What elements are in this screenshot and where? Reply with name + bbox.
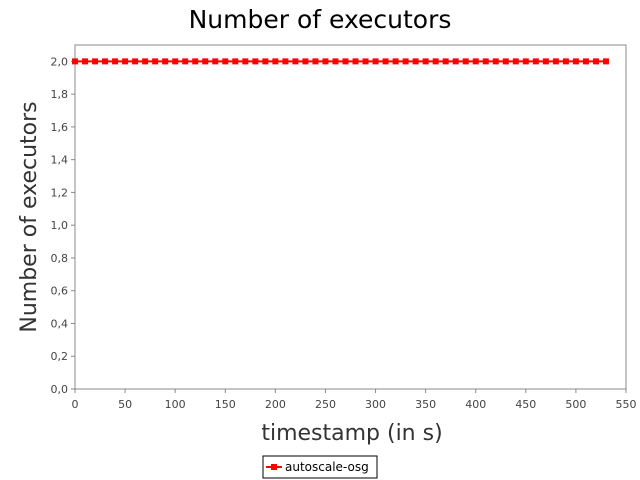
data-point (112, 58, 119, 65)
data-point (102, 58, 109, 65)
data-point (132, 58, 139, 65)
data-point (262, 58, 269, 65)
plot-area (74, 44, 627, 390)
x-tick-label: 100 (165, 398, 186, 411)
data-point (242, 58, 249, 65)
data-point (412, 58, 419, 65)
data-point (602, 58, 609, 65)
data-point (512, 58, 519, 65)
legend-marker-autoscale-osg (271, 464, 277, 470)
x-tick-label: 400 (465, 398, 486, 411)
x-axis-title: timestamp (in s) (261, 421, 442, 446)
legend-box (262, 455, 378, 479)
data-point (272, 58, 279, 65)
x-tick-label: 150 (215, 398, 236, 411)
data-point (352, 58, 359, 65)
y-tick-label: 1,8 (51, 88, 69, 101)
data-point (82, 58, 89, 65)
x-tick-label: 250 (315, 398, 336, 411)
data-point (302, 58, 309, 65)
data-point (362, 58, 369, 65)
data-point (392, 58, 399, 65)
x-tick-label: 350 (415, 398, 436, 411)
data-point (372, 58, 379, 65)
data-point (552, 58, 559, 65)
data-point (532, 58, 539, 65)
data-point (152, 58, 159, 65)
data-point (492, 58, 499, 65)
x-tick-label: 550 (616, 398, 637, 411)
data-point (192, 58, 199, 65)
data-point (572, 58, 579, 65)
data-point (522, 58, 529, 65)
x-axis: 0 50 100 150 200 250 300 350 400 450 500 550 (72, 389, 637, 411)
data-point (162, 58, 169, 65)
data-point (232, 58, 239, 65)
legend: autoscale-osg (262, 455, 378, 479)
data-point (282, 58, 289, 65)
data-point (292, 58, 299, 65)
data-point (562, 58, 569, 65)
y-tick-label: 0,4 (51, 317, 69, 330)
series-layer (72, 58, 609, 65)
data-point (202, 58, 209, 65)
data-point (212, 58, 219, 65)
y-axis-title: Number of executors (17, 101, 42, 332)
y-tick-label: 1,0 (51, 219, 69, 232)
y-tick-label: 1,4 (51, 154, 69, 167)
data-point (92, 58, 99, 65)
x-tick-label: 0 (72, 398, 79, 411)
legend-label-autoscale-osg: autoscale-osg (285, 460, 369, 474)
data-point (452, 58, 459, 65)
data-point (422, 58, 429, 65)
data-point (182, 58, 189, 65)
y-tick-label: 0,2 (51, 350, 69, 363)
data-point (472, 58, 479, 65)
x-tick-label: 300 (365, 398, 386, 411)
data-point (222, 58, 229, 65)
data-point (312, 58, 319, 65)
data-point (542, 58, 549, 65)
data-point (582, 58, 589, 65)
data-point (432, 58, 439, 65)
data-point (142, 58, 149, 65)
y-axis: 0,0 0,2 0,4 0,6 0,8 1,0 1,2 1,4 1,6 1,8 2,0 (51, 55, 75, 396)
chart-title: Number of executors (189, 5, 452, 34)
y-tick-label: 1,2 (51, 186, 69, 199)
data-point (172, 58, 179, 65)
data-point (72, 58, 78, 65)
x-tick-label: 200 (265, 398, 286, 411)
data-point (462, 58, 469, 65)
data-point (322, 58, 329, 65)
data-point (442, 58, 449, 65)
y-tick-label: 0,0 (51, 383, 69, 396)
data-point (252, 58, 259, 65)
x-tick-label: 500 (565, 398, 586, 411)
data-point (332, 58, 339, 65)
x-tick-label: 450 (515, 398, 536, 411)
data-point (592, 58, 599, 65)
x-tick-label: 50 (118, 398, 132, 411)
y-tick-label: 2,0 (51, 55, 69, 68)
y-tick-label: 1,6 (51, 121, 69, 134)
data-point (502, 58, 509, 65)
data-point (122, 58, 129, 65)
y-tick-label: 0,6 (51, 285, 69, 298)
data-point (342, 58, 349, 65)
y-tick-label: 0,8 (51, 252, 69, 265)
data-point (382, 58, 389, 65)
data-point (482, 58, 489, 65)
data-point (402, 58, 409, 65)
